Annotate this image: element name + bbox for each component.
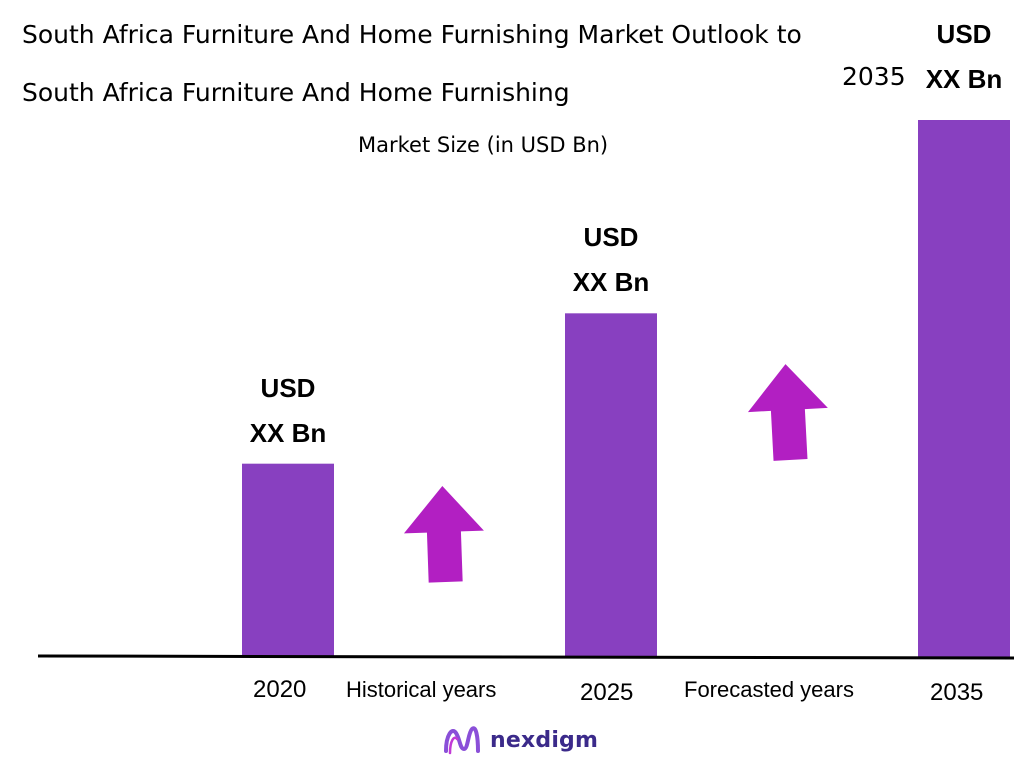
bar-value-label-line1: USD — [936, 19, 992, 49]
x-axis-line — [37, 654, 1015, 660]
bar-value-label-line2: XX Bn — [572, 267, 650, 298]
chart-subtitle: Market Size (in USD Bn) — [358, 133, 609, 157]
chart-title-line1: South Africa Furniture And Home Furnishi… — [22, 20, 802, 49]
period-label-forecasted: Forecasted years — [684, 677, 854, 702]
x-tick-label-2020: 2020 — [253, 676, 307, 703]
x-tick-label-2035: 2035 — [930, 679, 984, 706]
chart-title-year: 2035 — [842, 62, 906, 91]
bar-2020 — [242, 463, 334, 657]
bar-value-label-line1: USD — [583, 222, 639, 253]
brand-logo: nexdigm — [442, 723, 598, 757]
bar-value-label-2025: USD XX Bn — [531, 215, 691, 305]
bar-2035 — [918, 120, 1010, 657]
bar-value-label-2020: USD XX Bn — [208, 366, 368, 456]
period-label-historical: Historical years — [346, 677, 497, 702]
up-arrow-icon-historical — [403, 486, 484, 583]
brand-name: nexdigm — [490, 727, 599, 753]
bar-value-label-line2: XX Bn — [249, 417, 327, 448]
bar-value-label-line1: USD — [260, 372, 316, 403]
bar-value-label-2035: USD XX Bn — [884, 12, 1024, 102]
bar-2025 — [565, 313, 657, 657]
chart-title-line2: South Africa Furniture And Home Furnishi… — [22, 78, 570, 107]
nexdigm-logo-icon — [444, 726, 480, 755]
bar-value-label-line2: XX Bn — [925, 64, 1003, 94]
up-arrow-icon-forecasted — [747, 364, 828, 461]
x-tick-label-2025: 2025 — [580, 679, 634, 706]
